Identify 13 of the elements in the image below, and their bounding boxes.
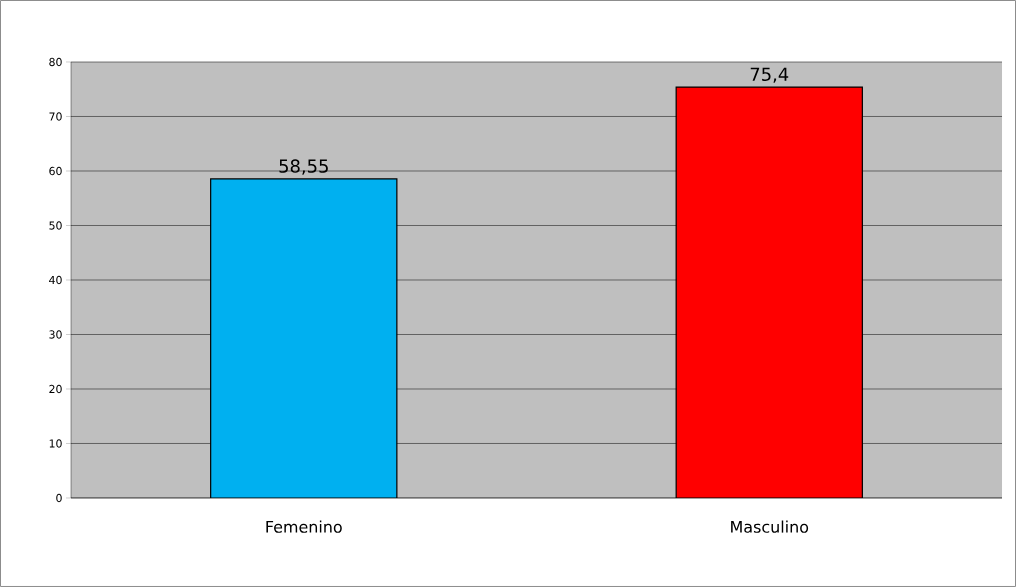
x-tick-label: Masculino: [731, 520, 809, 533]
data-label: 75,4: [750, 67, 789, 83]
y-tick-label: 10: [49, 439, 62, 448]
y-tick-label: 30: [49, 330, 62, 339]
y-tick-label: 50: [49, 221, 62, 230]
data-label: 58,55: [279, 159, 328, 175]
y-tick-label: 20: [49, 384, 62, 394]
y-tick-label: 60: [49, 166, 62, 176]
x-tick-label: Femenino: [266, 520, 342, 533]
y-tick-label: 70: [49, 112, 62, 121]
y-tick-label: 0: [56, 493, 62, 503]
y-tick-label: 80: [49, 57, 62, 67]
y-tick-label: 40: [49, 275, 62, 285]
